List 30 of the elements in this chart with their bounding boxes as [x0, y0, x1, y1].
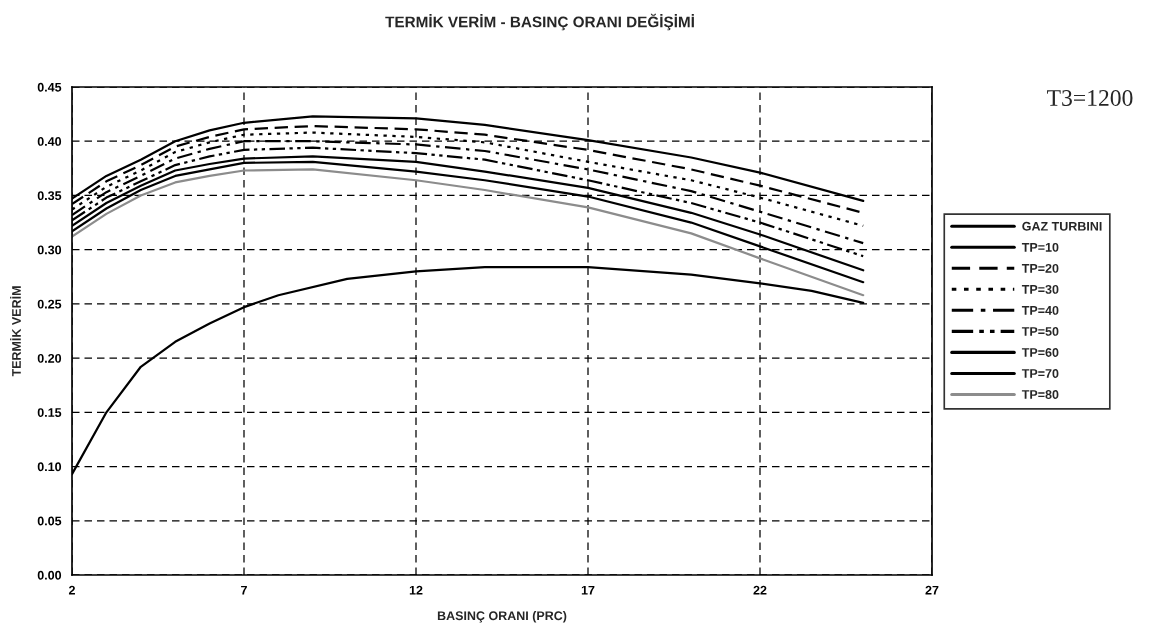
- y-tick-label: 0.35: [37, 191, 62, 201]
- legend-label: TP=80: [1021, 390, 1059, 399]
- legend-label: GAZ TURBINI: [1022, 221, 1102, 231]
- y-tick-label: 0.15: [37, 408, 62, 417]
- y-tick-label: 0.20: [37, 353, 62, 363]
- y-axis-title: TERMİK VERİM: [10, 286, 21, 377]
- line-series: [72, 168, 865, 297]
- x-tick-label: 27: [925, 585, 939, 595]
- x-tick-label: 7: [241, 585, 247, 595]
- y-tick-label: 0.10: [37, 462, 62, 472]
- x-tick-label: 12: [409, 585, 423, 595]
- y-tick-label: 0.25: [37, 299, 62, 309]
- text: T3=1200: [1047, 89, 1133, 106]
- legend-label: TP=60: [1021, 348, 1059, 357]
- y-tick-label: 0.00: [37, 570, 62, 580]
- legend-label: TP=50: [1021, 327, 1059, 336]
- y-tick-label: 0.30: [37, 245, 62, 255]
- legend-label: TP=70: [1021, 369, 1059, 378]
- y-tick-label: 0.40: [37, 137, 62, 146]
- legend-label: TP=10: [1021, 242, 1059, 252]
- legend-label: TP=40: [1021, 305, 1059, 315]
- legend-label: TP=20: [1021, 263, 1059, 273]
- x-tick-label: 2: [68, 585, 75, 595]
- y-tick-label: 0.05: [37, 516, 62, 526]
- chart-title: TERMİK VERİM - BASINÇ ORANI DEĞİŞİMİ: [385, 13, 694, 31]
- x-tick-label: 17: [581, 585, 595, 595]
- legend-label: TP=30: [1021, 284, 1059, 294]
- y-tick-label: 0.45: [37, 82, 62, 92]
- x-axis-title: BASINÇ ORANI (PRC): [437, 610, 567, 623]
- x-tick-label: 22: [753, 585, 767, 595]
